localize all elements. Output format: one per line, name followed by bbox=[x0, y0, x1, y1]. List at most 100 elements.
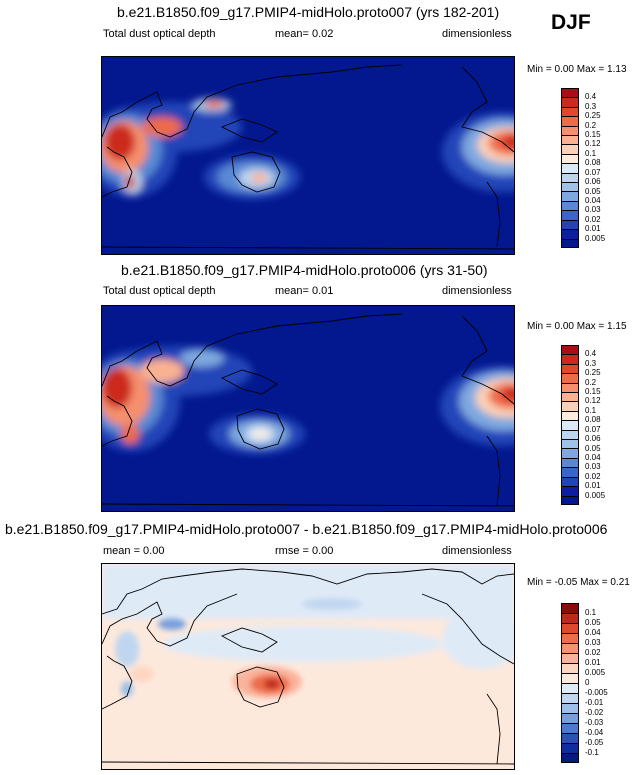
colorbar-level-label: 0.04 bbox=[585, 452, 601, 462]
colorbar-swatch bbox=[561, 410, 579, 421]
colorbar-swatch bbox=[561, 693, 579, 703]
colorbar-swatch bbox=[561, 144, 579, 154]
colorbar-swatch bbox=[561, 382, 579, 393]
colorbar-level-label: 0.005 bbox=[585, 233, 606, 243]
panel-2-minmax: Min = 0.00 Max = 1.15 bbox=[527, 321, 627, 332]
colorbar-level-label: 0.02 bbox=[585, 214, 601, 224]
colorbar-level-label: 0.2 bbox=[585, 120, 597, 130]
panel-3-title: b.e21.B1850.f09_g17.PMIP4-midHolo.proto0… bbox=[5, 521, 608, 537]
colorbar-swatch bbox=[561, 476, 579, 487]
colorbar-swatch bbox=[561, 219, 579, 230]
panel-2-variable-label: Total dust optical depth bbox=[103, 285, 216, 297]
colorbar-level-label: 0.01 bbox=[585, 658, 601, 667]
colorbar-level-label: 0.03 bbox=[585, 462, 601, 472]
colorbar-swatch bbox=[561, 106, 579, 117]
panel-2-colorbar bbox=[561, 345, 579, 505]
colorbar-level-label: 0.1 bbox=[585, 608, 597, 617]
colorbar-level-label: 0.3 bbox=[585, 101, 597, 111]
colorbar-level-label: 0.12 bbox=[585, 396, 601, 406]
colorbar-swatch bbox=[561, 733, 579, 743]
colorbar-level-label: 0.03 bbox=[585, 205, 601, 215]
colorbar-level-label: 0.1 bbox=[585, 405, 597, 415]
colorbar-swatch bbox=[561, 643, 579, 653]
colorbar-level-label: 0.05 bbox=[585, 186, 601, 196]
panel-2-title: b.e21.B1850.f09_g17.PMIP4-midHolo.proto0… bbox=[121, 262, 488, 278]
colorbar-level-label: 0.03 bbox=[585, 638, 601, 647]
panel-3-rmse-label: rmse = 0.00 bbox=[275, 545, 334, 557]
colorbar-level-label: 0.08 bbox=[585, 415, 601, 425]
colorbar-swatch bbox=[561, 448, 579, 458]
panel-1-mean-label: mean= 0.02 bbox=[275, 28, 334, 40]
colorbar-level-label: 0.05 bbox=[585, 618, 601, 627]
colorbar-swatch bbox=[561, 229, 579, 239]
colorbar-level-label: 0.01 bbox=[585, 224, 601, 234]
panel-3-colorbar bbox=[561, 603, 579, 763]
panel-3-minmax: Min = -0.05 Max = 0.21 bbox=[527, 577, 630, 588]
colorbar-swatch bbox=[561, 373, 579, 383]
colorbar-level-label: 0.005 bbox=[585, 668, 606, 677]
colorbar-swatch bbox=[561, 200, 579, 211]
colorbar-swatch bbox=[561, 210, 579, 220]
colorbar-level-label: 0.2 bbox=[585, 377, 597, 387]
colorbar-level-label: 0.06 bbox=[585, 434, 601, 444]
colorbar-swatch bbox=[561, 354, 579, 364]
colorbar-level-label: 0.04 bbox=[585, 628, 601, 637]
colorbar-level-label: 0.12 bbox=[585, 139, 601, 149]
colorbar-level-label: 0.25 bbox=[585, 111, 601, 121]
colorbar-swatch bbox=[561, 345, 579, 355]
colorbar-swatch bbox=[561, 439, 579, 449]
colorbar-level-label: -0.1 bbox=[585, 748, 599, 757]
season-label: DJF bbox=[551, 11, 591, 34]
colorbar-swatch bbox=[561, 633, 579, 643]
colorbar-swatch bbox=[561, 88, 579, 98]
colorbar-level-label: -0.05 bbox=[585, 738, 604, 747]
colorbar-level-label: 0.01 bbox=[585, 481, 601, 491]
colorbar-swatch bbox=[561, 182, 579, 192]
panel-1-map-svg bbox=[102, 57, 514, 254]
colorbar-swatch bbox=[561, 653, 579, 663]
panel-2-units-label: dimensionless bbox=[442, 285, 512, 297]
colorbar-level-label: 0.3 bbox=[585, 358, 597, 368]
panel-1-title: b.e21.B1850.f09_g17.PMIP4-midHolo.proto0… bbox=[117, 4, 500, 20]
colorbar-level-label: 0.07 bbox=[585, 424, 601, 434]
colorbar-swatch bbox=[561, 703, 579, 713]
colorbar-swatch bbox=[561, 743, 579, 753]
panel-3-units-label: dimensionless bbox=[442, 545, 512, 557]
colorbar-swatch bbox=[561, 163, 579, 173]
colorbar-swatch bbox=[561, 486, 579, 496]
colorbar-swatch bbox=[561, 392, 579, 402]
panel-2-map bbox=[101, 305, 515, 512]
colorbar-swatch bbox=[561, 420, 579, 430]
colorbar-swatch bbox=[561, 495, 579, 505]
colorbar-level-label: 0.4 bbox=[585, 92, 597, 102]
panel-3-map bbox=[101, 563, 515, 770]
panel-1-units-label: dimensionless bbox=[442, 28, 512, 40]
colorbar-swatch bbox=[561, 238, 579, 248]
colorbar-swatch bbox=[561, 673, 579, 683]
colorbar-swatch bbox=[561, 467, 579, 477]
colorbar-level-label: 0.02 bbox=[585, 471, 601, 481]
panel-3-map-svg bbox=[102, 564, 514, 769]
colorbar-level-label: 0.08 bbox=[585, 158, 601, 168]
panel-1-variable-label: Total dust optical depth bbox=[103, 28, 216, 40]
panel-1-colorbar bbox=[561, 88, 579, 248]
colorbar-level-label: -0.01 bbox=[585, 698, 604, 707]
colorbar-swatch bbox=[561, 97, 579, 107]
colorbar-swatch bbox=[561, 125, 579, 136]
colorbar-swatch bbox=[561, 683, 579, 693]
colorbar-swatch bbox=[561, 723, 579, 733]
colorbar-level-label: 0.02 bbox=[585, 648, 601, 657]
colorbar-swatch bbox=[561, 713, 579, 723]
colorbar-level-label: 0.005 bbox=[585, 490, 606, 500]
colorbar-level-label: 0.25 bbox=[585, 368, 601, 378]
colorbar-level-label: -0.005 bbox=[585, 688, 608, 697]
colorbar-swatch bbox=[561, 172, 579, 183]
colorbar-swatch bbox=[561, 613, 579, 623]
panel-2-map-svg bbox=[102, 306, 514, 511]
colorbar-swatch bbox=[561, 401, 579, 411]
panel-3-mean-label: mean = 0.00 bbox=[103, 545, 165, 557]
colorbar-swatch bbox=[561, 116, 579, 126]
colorbar-swatch bbox=[561, 623, 579, 633]
colorbar-swatch bbox=[561, 135, 579, 145]
colorbar-level-label: 0.1 bbox=[585, 148, 597, 158]
